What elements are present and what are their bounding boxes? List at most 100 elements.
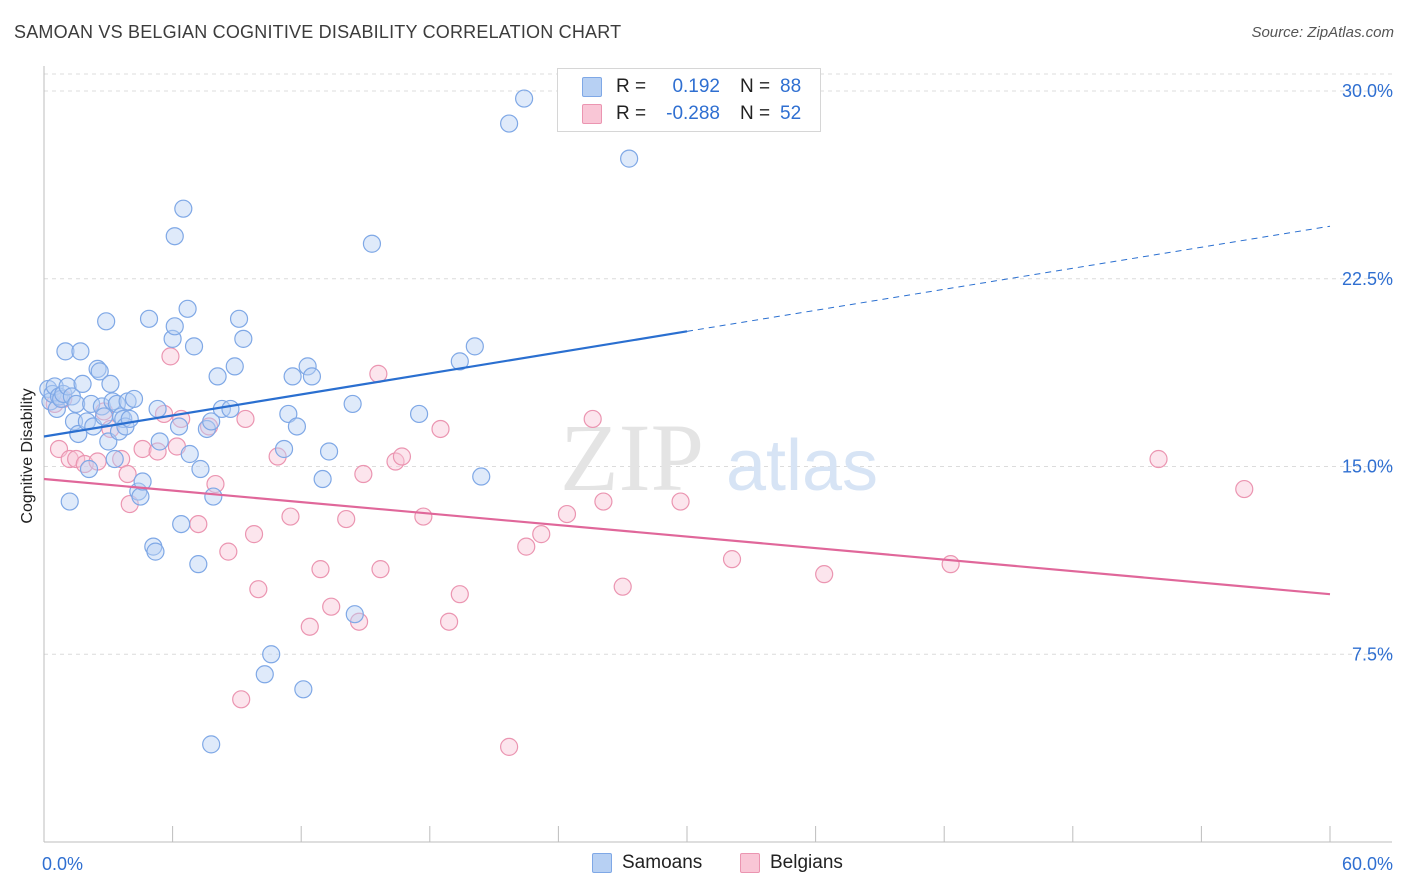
data-point-belgians bbox=[517, 537, 536, 556]
legend-n-label: N = bbox=[740, 76, 771, 97]
data-point-samoans bbox=[279, 404, 298, 424]
data-point-belgians bbox=[392, 447, 412, 466]
data-point-belgians bbox=[671, 492, 690, 511]
data-point-samoans bbox=[180, 444, 199, 464]
legend-item-belgians[interactable]: Belgians bbox=[740, 852, 843, 874]
data-point-samoans bbox=[124, 389, 144, 409]
data-point-belgians bbox=[311, 560, 330, 579]
data-point-samoans bbox=[165, 317, 184, 336]
legend-swatch-samoans bbox=[582, 77, 602, 97]
data-point-samoans bbox=[287, 417, 307, 436]
data-point-samoans bbox=[262, 645, 281, 664]
data-point-belgians bbox=[431, 419, 450, 439]
data-point-samoans bbox=[79, 459, 99, 479]
legend-r-label: R = bbox=[616, 76, 647, 97]
data-point-samoans bbox=[71, 342, 90, 361]
chart-title: SAMOAN VS BELGIAN COGNITIVE DISABILITY C… bbox=[14, 22, 622, 42]
data-point-samoans bbox=[184, 337, 204, 356]
legend-swatch-belgians bbox=[582, 104, 602, 124]
data-point-samoans bbox=[60, 492, 79, 511]
data-point-samoans bbox=[283, 367, 302, 386]
data-point-samoans bbox=[255, 665, 274, 684]
data-point-belgians bbox=[583, 409, 602, 429]
watermark-atlas: atlas bbox=[726, 426, 878, 506]
y-tick-label: 7.5% bbox=[1352, 644, 1393, 664]
data-point-samoans bbox=[172, 514, 191, 534]
data-point-samoans bbox=[204, 487, 223, 506]
y-tick-labels: 7.5% 15.0% 22.5% 30.0% bbox=[1342, 81, 1393, 664]
y-tick-label: 15.0% bbox=[1342, 457, 1393, 477]
legend-r-value: -0.288 bbox=[666, 103, 720, 124]
series-legend: Samoans Belgians bbox=[0, 852, 1406, 878]
data-point-samoans bbox=[225, 357, 244, 376]
data-point-belgians bbox=[532, 525, 551, 544]
data-point-samoans bbox=[58, 377, 77, 396]
trend-lines bbox=[43, 225, 1331, 596]
data-point-belgians bbox=[414, 507, 433, 526]
data-point-samoans bbox=[302, 367, 322, 386]
data-point-belgians bbox=[322, 597, 341, 616]
data-point-belgians bbox=[161, 347, 180, 366]
data-point-samoans bbox=[169, 417, 189, 436]
x-tick-label: 60.0% bbox=[1342, 854, 1393, 874]
legend-n-label: N = bbox=[740, 103, 771, 124]
data-point-samoans bbox=[97, 312, 116, 331]
legend-n-value: 88 bbox=[780, 76, 802, 97]
data-point-samoans bbox=[409, 404, 429, 424]
data-point-belgians bbox=[722, 550, 742, 569]
y-tick-label: 30.0% bbox=[1342, 81, 1393, 101]
data-point-belgians bbox=[300, 617, 319, 636]
data-point-samoans bbox=[234, 329, 253, 348]
data-point-belgians bbox=[1149, 449, 1168, 469]
data-point-belgians bbox=[557, 504, 577, 524]
data-point-belgians bbox=[500, 737, 519, 756]
data-point-samoans bbox=[82, 394, 101, 414]
data-point-samoans bbox=[131, 487, 150, 506]
data-point-samoans bbox=[345, 605, 364, 624]
axes bbox=[43, 66, 1392, 843]
data-point-samoans bbox=[362, 234, 382, 253]
data-point-belgians bbox=[594, 492, 613, 511]
data-point-samoans bbox=[73, 374, 92, 394]
data-point-samoans bbox=[120, 409, 139, 429]
data-point-samoans bbox=[139, 309, 159, 328]
data-point-samoans bbox=[174, 199, 193, 218]
data-point-samoans bbox=[101, 374, 120, 394]
legend-swatch-belgians bbox=[740, 853, 760, 873]
data-point-belgians bbox=[281, 507, 300, 526]
data-point-belgians bbox=[337, 509, 356, 529]
grid-lines bbox=[44, 73, 1392, 655]
data-point-belgians bbox=[189, 514, 208, 534]
legend-label-samoans: Samoans bbox=[622, 852, 703, 873]
legend-n-value: 52 bbox=[780, 103, 802, 124]
data-point-belgians bbox=[268, 447, 287, 466]
data-point-samoans bbox=[294, 680, 313, 699]
data-point-belgians bbox=[118, 464, 137, 484]
legend-swatch-samoans bbox=[592, 853, 612, 873]
legend-row-samoans: R = 0.192 N = 88 bbox=[582, 74, 801, 100]
data-point-samoans bbox=[472, 467, 491, 486]
y-axis-label: Cognitive Disability bbox=[19, 388, 36, 524]
source-credit: Source: ZipAtlas.com bbox=[1251, 24, 1394, 41]
data-point-samoans bbox=[191, 459, 210, 479]
data-point-samoans bbox=[146, 542, 165, 561]
x-tick-labels: 0.0% 60.0% bbox=[42, 854, 1393, 874]
data-point-belgians bbox=[133, 439, 152, 459]
data-point-samoans bbox=[620, 149, 639, 168]
data-point-belgians bbox=[1235, 479, 1254, 499]
data-point-samoans bbox=[88, 359, 107, 378]
data-point-samoans bbox=[221, 399, 240, 419]
data-point-belgians bbox=[354, 464, 373, 484]
legend-item-samoans[interactable]: Samoans bbox=[592, 852, 702, 874]
data-point-samoans bbox=[274, 439, 294, 459]
stats-legend: R = 0.192 N = 88 R = -0.288 N = 52 bbox=[557, 68, 821, 132]
data-point-samoans bbox=[90, 362, 109, 381]
data-point-samoans bbox=[208, 367, 227, 386]
data-point-samoans bbox=[67, 394, 86, 414]
data-point-samoans bbox=[202, 735, 221, 754]
data-point-belgians bbox=[232, 690, 251, 709]
data-point-samoans bbox=[313, 469, 332, 489]
legend-label-belgians: Belgians bbox=[770, 852, 843, 873]
data-point-samoans bbox=[56, 342, 75, 361]
